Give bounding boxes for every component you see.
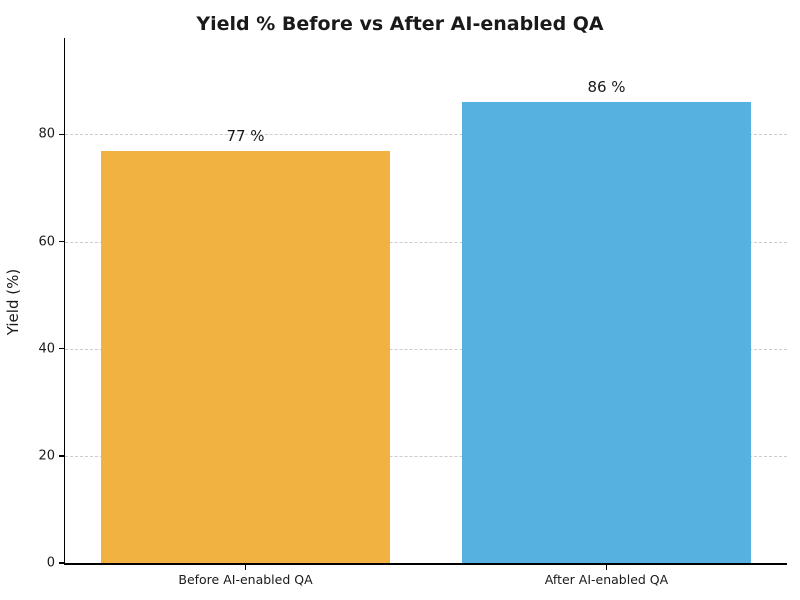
x-tick-label-0: Before AI-enabled QA xyxy=(178,572,313,587)
y-tick-mark-20 xyxy=(58,455,64,457)
plot-area: 77 % 86 % xyxy=(65,38,787,563)
x-axis-spine xyxy=(63,563,787,565)
y-tick-label-60: 60 xyxy=(38,234,55,250)
gridline-20 xyxy=(65,455,787,457)
bar-0 xyxy=(101,150,390,563)
y-tick-label-40: 40 xyxy=(38,341,55,357)
y-tick-mark-60 xyxy=(58,240,64,243)
x-tick-mark-1 xyxy=(605,564,608,570)
y-tick-label-80: 80 xyxy=(38,126,55,142)
y-tick-mark-80 xyxy=(58,133,64,136)
chart-title: Yield % Before vs After AI-enabled QA xyxy=(196,13,604,35)
x-tick-mark-0 xyxy=(244,564,247,570)
y-tick-mark-0 xyxy=(58,562,64,564)
bar-value-label-1: 86 % xyxy=(587,78,626,97)
gridline-60 xyxy=(65,241,787,243)
x-tick-label-1: After AI-enabled QA xyxy=(544,572,669,587)
gridline-80 xyxy=(65,134,787,136)
y-tick-label-0: 0 xyxy=(46,555,55,571)
y-tick-label-20: 20 xyxy=(38,448,55,464)
bar-1 xyxy=(462,102,751,563)
bar-value-label-0: 77 % xyxy=(226,126,265,145)
y-axis-spine xyxy=(63,38,65,565)
y-tick-mark-40 xyxy=(58,347,64,350)
gridline-40 xyxy=(65,348,787,350)
